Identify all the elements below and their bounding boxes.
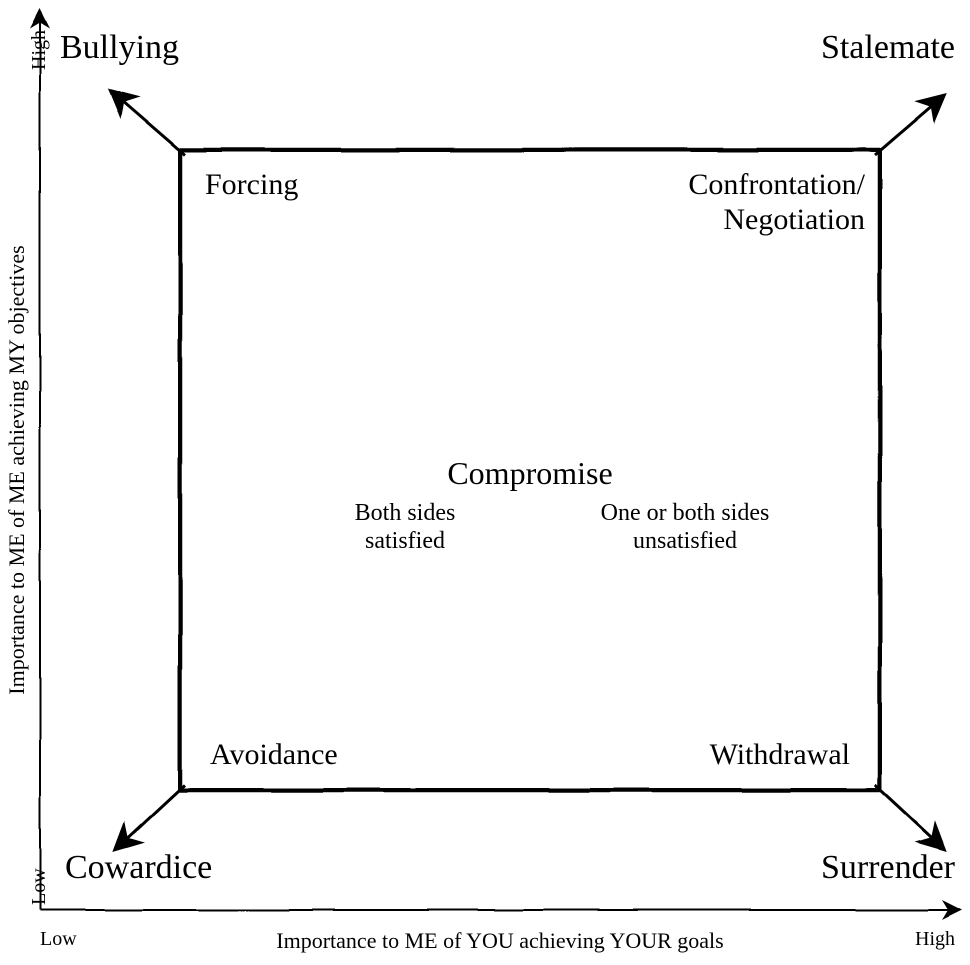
center-title: Compromise (0, 455, 970, 492)
y-low-label: Low (28, 868, 51, 905)
arrow-top-right (875, 95, 945, 155)
outer-top-right-label: Stalemate (821, 28, 955, 67)
x-axis-label: Importance to ME of YOU achieving YOUR g… (200, 928, 800, 953)
inner-top-right-label: Confrontation/ Negotiation (688, 168, 865, 237)
conflict-matrix-diagram: Bullying Stalemate Cowardice Surrender F… (0, 0, 970, 965)
arrow-bottom-right (875, 785, 945, 850)
inner-bottom-right-label: Withdrawal (710, 738, 850, 773)
x-low-label: Low (40, 928, 77, 951)
center-sub-left: Both sides satisfied (285, 500, 525, 555)
outer-bottom-right-label: Surrender (821, 848, 955, 887)
y-high-label: High (28, 30, 51, 70)
arrow-bottom-left (115, 785, 185, 850)
outer-bottom-left-label: Cowardice (65, 848, 212, 887)
inner-bottom-left-label: Avoidance (210, 738, 338, 773)
x-high-label: High (915, 928, 955, 951)
arrow-top-left (110, 90, 185, 155)
y-axis-label: Importance to ME of ME achieving MY obje… (4, 220, 29, 720)
outer-top-left-label: Bullying (60, 28, 179, 67)
center-sub-right: One or both sides unsatisfied (535, 500, 835, 555)
inner-top-left-label: Forcing (205, 168, 298, 203)
